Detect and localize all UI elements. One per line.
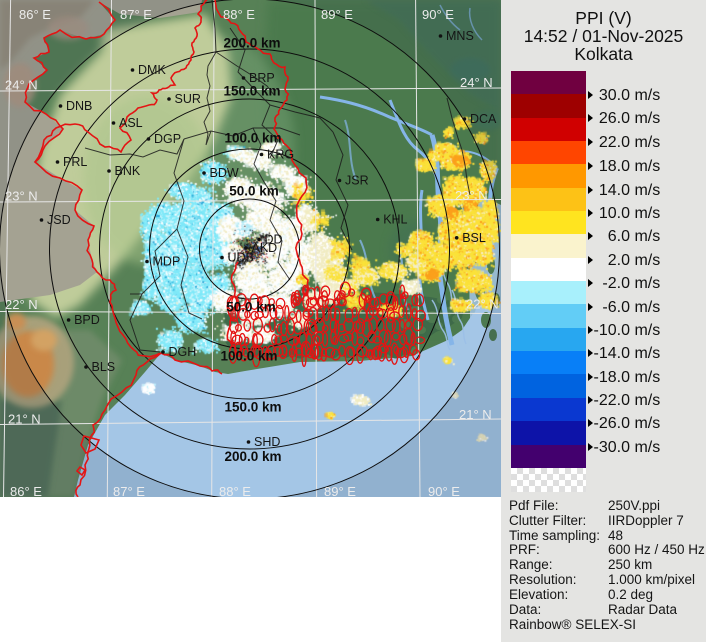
svg-text:BNK: BNK <box>115 164 141 178</box>
svg-text:PRL: PRL <box>63 155 87 169</box>
svg-text:24° N: 24° N <box>460 75 493 90</box>
svg-text:87° E: 87° E <box>113 484 145 497</box>
svg-text:50.0 km: 50.0 km <box>229 184 279 199</box>
svg-text:150.0 km: 150.0 km <box>224 400 281 415</box>
svg-text:90° E: 90° E <box>422 7 454 22</box>
svg-text:AKD: AKD <box>252 241 278 255</box>
svg-text:150.0 km: 150.0 km <box>223 84 280 99</box>
svg-text:23° N: 23° N <box>455 188 488 203</box>
svg-text:MDP: MDP <box>153 255 181 269</box>
svg-text:DMK: DMK <box>138 63 166 77</box>
svg-text:BDW: BDW <box>210 166 239 180</box>
svg-text:90° E: 90° E <box>428 484 460 497</box>
svg-text:100.0 km: 100.0 km <box>220 349 277 364</box>
svg-text:BPD: BPD <box>74 313 100 327</box>
svg-text:86° E: 86° E <box>19 7 51 22</box>
svg-text:200.0 km: 200.0 km <box>224 449 281 464</box>
svg-text:89° E: 89° E <box>321 7 353 22</box>
svg-text:24° N: 24° N <box>5 78 38 93</box>
svg-text:22° N: 22° N <box>466 297 499 312</box>
svg-text:BRP: BRP <box>249 71 275 85</box>
svg-text:21° N: 21° N <box>8 412 41 427</box>
svg-text:23° N: 23° N <box>5 189 38 204</box>
svg-text:88° E: 88° E <box>223 7 255 22</box>
svg-text:MNS: MNS <box>446 29 474 43</box>
svg-text:DGH: DGH <box>169 345 197 359</box>
svg-text:21° N: 21° N <box>459 407 492 422</box>
svg-text:50.0 km: 50.0 km <box>226 300 276 315</box>
svg-text:DD: DD <box>265 232 283 246</box>
svg-text:SHD: SHD <box>254 435 280 449</box>
svg-text:DCA: DCA <box>470 112 497 126</box>
svg-text:ASL: ASL <box>119 116 143 130</box>
svg-text:DGP: DGP <box>154 132 181 146</box>
svg-text:SUR: SUR <box>175 92 201 106</box>
svg-text:200.0 km: 200.0 km <box>223 36 280 51</box>
svg-text:86° E: 86° E <box>10 484 42 497</box>
svg-text:22° N: 22° N <box>5 297 38 312</box>
svg-text:87° E: 87° E <box>120 7 152 22</box>
svg-text:UDB: UDB <box>228 251 254 265</box>
svg-text:JSR: JSR <box>345 174 369 188</box>
svg-text:BLS: BLS <box>92 360 116 374</box>
svg-text:JSD: JSD <box>47 213 71 227</box>
svg-text:89° E: 89° E <box>324 484 356 497</box>
svg-text:100.0 km: 100.0 km <box>224 131 281 146</box>
svg-text:KHL: KHL <box>383 213 407 227</box>
svg-text:88° E: 88° E <box>219 484 251 497</box>
svg-text:DNB: DNB <box>66 99 92 113</box>
svg-text:KRG: KRG <box>267 148 294 162</box>
svg-text:BSL: BSL <box>462 231 486 245</box>
